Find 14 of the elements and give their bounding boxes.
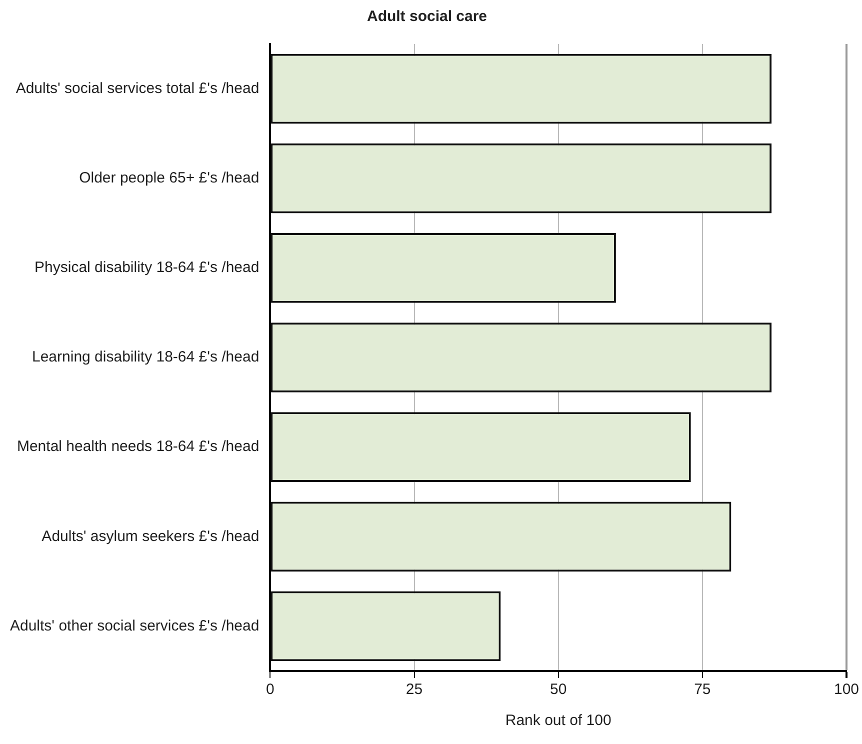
y-tick-label: Physical disability 18-64 £'s /head bbox=[34, 259, 260, 276]
x-tick-label: 100 bbox=[834, 681, 859, 698]
y-tick-label: Older people 65+ £'s /head bbox=[79, 170, 260, 186]
x-tick-label: 75 bbox=[694, 681, 711, 698]
y-tick-label: Learning disability 18-64 £'s /head bbox=[32, 348, 260, 366]
y-tick-label: Mental health needs 18-64 £'s /head bbox=[16, 438, 260, 456]
y-tick-label: Adults' asylum seekers £'s /head bbox=[42, 528, 260, 545]
chart-title: Adult social care bbox=[366, 8, 488, 26]
x-tick-label: 0 bbox=[266, 681, 274, 698]
x-axis-title: Rank out of 100 bbox=[505, 712, 612, 730]
y-tick-label: Adults' other social services £'s /head bbox=[10, 617, 260, 634]
x-tick-label: 25 bbox=[406, 681, 423, 698]
x-tick-label: 50 bbox=[550, 681, 567, 698]
y-tick-label: Adults' social services total £'s /head bbox=[16, 80, 260, 97]
